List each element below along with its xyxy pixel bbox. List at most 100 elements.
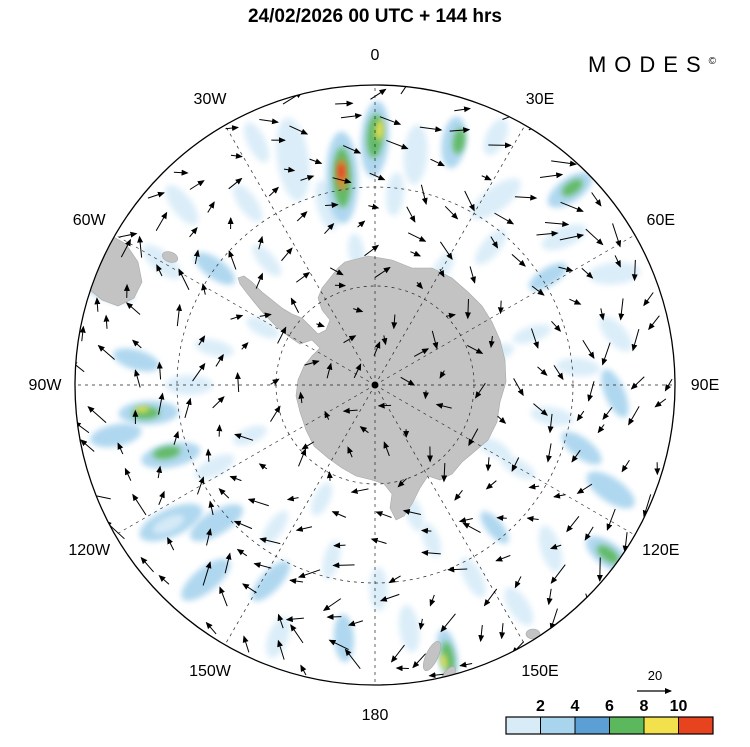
- wind-vector-arrow: [295, 525, 313, 532]
- field-blob: [90, 423, 142, 448]
- wind-vector-arrow: [400, 376, 416, 386]
- colorbar-frame: [505, 716, 714, 735]
- copyright-mark: ©: [709, 56, 717, 67]
- wind-vector-arrow: [359, 426, 369, 434]
- wind-vector-arrow: [464, 190, 475, 212]
- wind-vector-arrow: [331, 511, 347, 518]
- field-blob: [190, 504, 243, 542]
- wind-vector-arrow: [407, 232, 427, 242]
- wind-vector-arrow: [173, 430, 180, 445]
- wind-vector-arrow: [137, 235, 144, 258]
- wind-vector-arrow: [253, 562, 272, 569]
- wind-vector-arrow: [488, 335, 495, 349]
- wind-vector-arrow: [140, 556, 154, 573]
- wind-vector-arrow: [230, 152, 243, 159]
- latitude-circle: [176, 186, 574, 584]
- wind-vector-arrow: [224, 552, 232, 574]
- field-blob: [398, 604, 420, 653]
- wind-vector-arrow: [155, 211, 168, 231]
- wind-vector-arrow: [431, 330, 439, 350]
- wind-vector-arrow: [528, 483, 540, 490]
- colorbar-tick-label: 6: [605, 698, 614, 715]
- wind-vector-arrow: [134, 369, 141, 388]
- wind-vector-arrow: [364, 244, 380, 257]
- wind-vector-arrow: [558, 266, 574, 273]
- wind-vector-arrow: [304, 359, 320, 366]
- wind-vector-arrow: [332, 177, 352, 184]
- wind-vector-arrow: [447, 566, 468, 573]
- wind-vector-arrow: [333, 542, 346, 549]
- wind-vector-arrow: [494, 212, 515, 225]
- wind-vector-arrow: [158, 490, 165, 505]
- wind-vector-arrow: [286, 495, 299, 502]
- wind-vector-arrow: [539, 172, 564, 179]
- wind-vector-arrow: [215, 353, 224, 367]
- field-blob: [233, 184, 263, 222]
- wind-vector-arrow: [309, 158, 323, 165]
- wind-vector-arrow: [326, 613, 342, 620]
- wind-vector-arrow: [173, 169, 189, 176]
- wind-vector-arrow: [549, 543, 562, 550]
- colorbar-segment: [643, 716, 679, 735]
- wind-vector-arrow: [537, 366, 548, 376]
- wind-vector-arrow: [569, 298, 582, 305]
- wind-vector-arrow: [290, 624, 304, 644]
- wind-vector-arrow: [353, 306, 364, 313]
- reference-vector-label: 20: [648, 668, 662, 683]
- wind-vector-arrow: [559, 233, 585, 241]
- wind-vector-arrow: [201, 283, 208, 295]
- wind-vector-arrow: [514, 576, 522, 589]
- wind-vector-arrow: [601, 342, 611, 366]
- wind-vector-arrow: [397, 478, 407, 488]
- wind-vector-arrow: [295, 272, 311, 283]
- wind-vector-arrow: [208, 500, 215, 516]
- wind-vector-arrow: [598, 308, 605, 321]
- wind-vector-arrow: [511, 457, 520, 472]
- wind-vector-arrow: [178, 268, 190, 291]
- field-blob: [470, 178, 521, 220]
- wind-vector-arrow: [125, 302, 141, 315]
- colorbar-segment: [505, 716, 541, 735]
- longitude-label: 150E: [521, 663, 558, 680]
- wind-vector-arrow: [236, 548, 248, 557]
- wind-vector-arrow: [571, 449, 581, 463]
- wind-vector-arrow: [438, 268, 445, 278]
- wind-vector-arrow: [332, 562, 355, 569]
- wind-vector-arrow: [544, 220, 570, 227]
- wind-vector-arrow: [550, 564, 566, 584]
- wind-vector-arrow: [281, 247, 293, 262]
- wind-vector-arrow: [189, 227, 198, 238]
- wind-vector-arrow: [648, 315, 660, 331]
- wind-vector-arrow: [219, 586, 228, 607]
- wind-vector-arrow: [533, 403, 548, 416]
- wind-vector-arrow: [379, 593, 400, 602]
- wind-vector-arrow: [614, 255, 621, 268]
- wind-vector-arrow: [205, 448, 212, 462]
- field-blob: [135, 406, 150, 413]
- field-blob: [244, 122, 270, 163]
- south-pole-dot: [371, 381, 379, 389]
- wind-vector-arrow: [104, 520, 125, 540]
- wind-vector-arrow: [531, 285, 545, 296]
- wind-vector-arrow: [298, 391, 305, 404]
- wind-vector-arrow: [270, 405, 281, 422]
- field-blob: [561, 179, 583, 197]
- wind-vector-arrow: [413, 348, 430, 357]
- field-blob: [333, 614, 354, 663]
- field-blob: [477, 437, 511, 460]
- field-blob: [480, 511, 509, 544]
- wind-vector-arrow: [390, 644, 405, 663]
- wind-vector-arrow: [259, 118, 279, 125]
- wind-vector-arrow: [485, 457, 492, 472]
- meridian-line: [374, 234, 635, 386]
- field-blob: [500, 455, 536, 480]
- colorbar-tick-label: 8: [640, 698, 649, 715]
- wind-vector-arrow: [156, 465, 163, 479]
- wind-vector-arrow: [545, 443, 552, 463]
- meridian-line: [115, 234, 376, 386]
- wind-vector-arrow: [462, 522, 481, 533]
- field-blob: [194, 252, 236, 285]
- wind-vector-arrow: [421, 549, 441, 556]
- field-blob: [338, 163, 345, 180]
